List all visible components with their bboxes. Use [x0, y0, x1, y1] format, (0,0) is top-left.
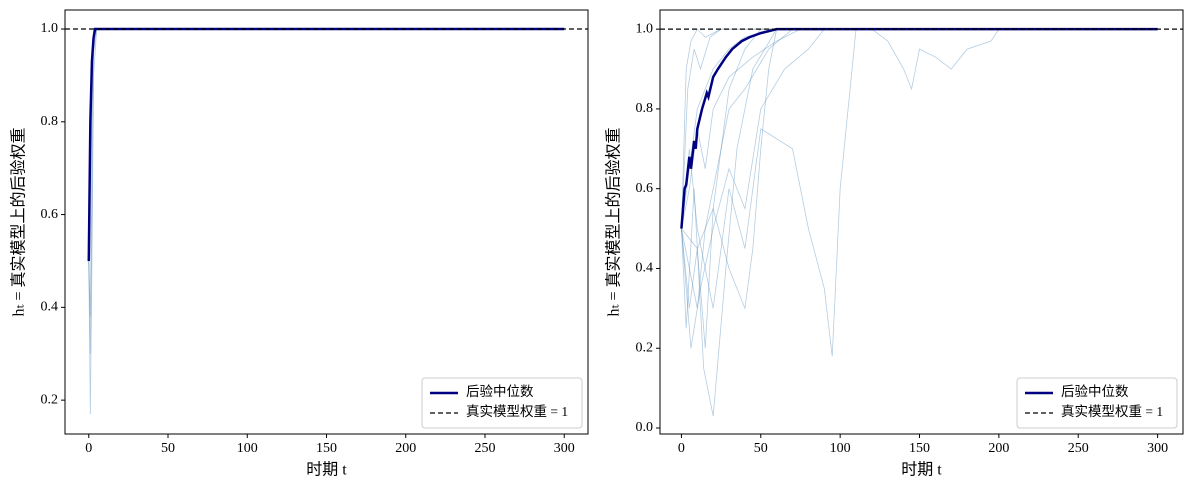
- path-line: [681, 28, 1158, 229]
- axes-frame: [659, 9, 1184, 435]
- y-tick-label: 0.6: [41, 207, 59, 222]
- y-tick-label: 1.0: [636, 21, 654, 36]
- path-line: [88, 28, 565, 261]
- x-tick-label: 150: [316, 441, 337, 456]
- legend-label: 后验中位数: [466, 384, 534, 399]
- x-tick-label: 200: [988, 441, 1009, 456]
- y-tick-label: 0.2: [41, 392, 59, 407]
- panel: 0 50 100 150 200 250 300 0.2 0.4 0.6 0.8 1.0 时期 t hₜ …: [10, 9, 589, 479]
- path-line: [88, 28, 565, 317]
- y-tick-label: 0.2: [636, 340, 654, 355]
- legend-label: 后验中位数: [1061, 384, 1129, 399]
- x-tick-label: 50: [161, 441, 175, 456]
- x-tick-label: 0: [678, 441, 685, 456]
- y-tick-label: 0.6: [636, 181, 654, 196]
- y-axis-label: hₜ = 真实模型上的后验权重: [10, 128, 28, 317]
- y-tick-label: 0.8: [41, 114, 59, 129]
- x-tick-label: 300: [554, 441, 575, 456]
- y-tick-label: 0.8: [636, 101, 654, 116]
- x-tick-label: 0: [85, 441, 92, 456]
- x-tick-label: 300: [1147, 441, 1168, 456]
- x-tick-label: 250: [1068, 441, 1089, 456]
- path-line: [88, 28, 565, 415]
- path-line: [681, 28, 1158, 309]
- x-axis-label: 时期 t: [901, 461, 942, 479]
- path-line: [681, 28, 1158, 229]
- y-tick-label: 0.4: [636, 261, 654, 276]
- axes-frame: [64, 9, 589, 435]
- y-tick-label: 0.0: [636, 420, 654, 435]
- x-tick-label: 50: [754, 441, 768, 456]
- x-tick-label: 200: [395, 441, 416, 456]
- legend-label: 真实模型权重 = 1: [466, 403, 568, 419]
- path-line: [681, 28, 1158, 357]
- plot-area: [87, 27, 565, 415]
- x-tick-label: 100: [830, 441, 851, 456]
- x-axis-label: 时期 t: [306, 461, 347, 479]
- legend-box: [421, 377, 583, 429]
- x-tick-label: 250: [474, 441, 495, 456]
- path-line: [681, 28, 1158, 310]
- median-line: [87, 27, 565, 261]
- path-line: [681, 28, 1158, 417]
- y-tick-label: 1.0: [41, 21, 59, 36]
- median-line: [680, 27, 1158, 229]
- panel: 0 50 100 150 200 250 300 0.0 0.2 0.4 0.6 0.8 1.0 时期 t…: [605, 9, 1184, 479]
- legend-box: [1016, 377, 1178, 429]
- legend-label: 真实模型权重 = 1: [1061, 403, 1163, 419]
- path-line: [88, 28, 565, 354]
- x-tick-label: 150: [909, 441, 930, 456]
- y-tick-label: 0.4: [41, 300, 59, 315]
- path-line: [681, 28, 1158, 349]
- path-line: [681, 28, 1158, 229]
- plot-area: [680, 27, 1158, 417]
- path-line: [681, 28, 1158, 229]
- x-tick-label: 100: [237, 441, 258, 456]
- y-axis-label: hₜ = 真实模型上的后验权重: [605, 128, 623, 317]
